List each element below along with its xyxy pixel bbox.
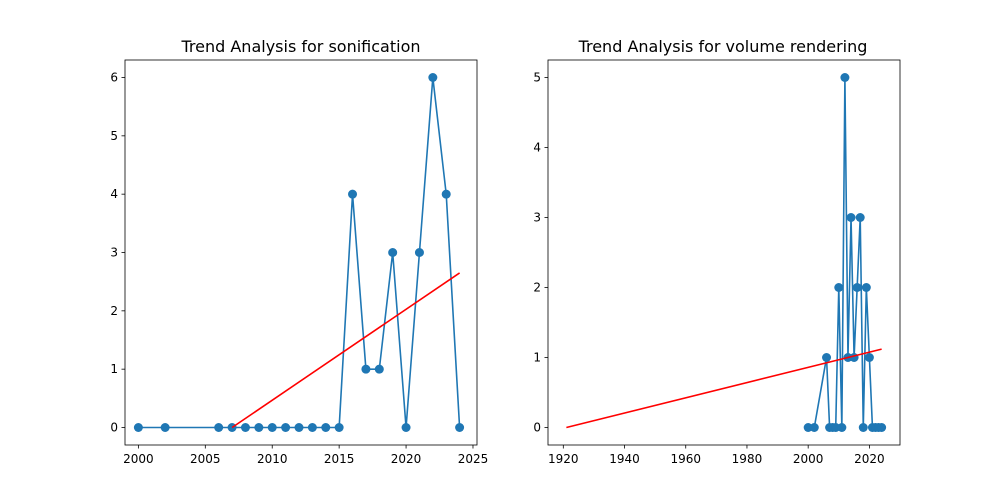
volume-rendering-x-tick-label: 2020 bbox=[854, 452, 885, 466]
sonification-data-point bbox=[401, 423, 411, 432]
sonification-x-tick-label: 2025 bbox=[458, 452, 489, 466]
sonification-data-point bbox=[388, 248, 398, 257]
volume-rendering-x-tick-label: 1920 bbox=[548, 452, 579, 466]
sonification-data-point bbox=[240, 423, 250, 432]
volume-rendering-data-point bbox=[861, 283, 871, 292]
volume-rendering-y-tick-label: 1 bbox=[533, 351, 541, 365]
sonification-data-point bbox=[455, 423, 465, 432]
sonification-data-point bbox=[281, 423, 291, 432]
sonification-y-tick-label: 4 bbox=[110, 187, 118, 201]
sonification-data-point bbox=[214, 423, 224, 432]
sonification-axes-frame bbox=[124, 59, 478, 446]
volume-rendering-data-point bbox=[837, 423, 847, 432]
volume-rendering-plot-area: 1920 1940 1960 1980 2000 2020 0 1 2 3 4 5 bbox=[533, 59, 901, 466]
sonification-trend-line bbox=[231, 272, 461, 429]
volume-rendering-data-point bbox=[852, 283, 862, 292]
sonification-data-point bbox=[334, 423, 344, 432]
sonification-y-tick-label: 5 bbox=[110, 129, 118, 143]
sonification-chart-title: Trend Analysis for sonification bbox=[180, 37, 420, 56]
volume-rendering-data-point bbox=[864, 353, 874, 362]
volume-rendering-axes-frame bbox=[547, 59, 901, 446]
sonification-x-tick-label: 2015 bbox=[324, 452, 355, 466]
volume-rendering-x-tick-label: 1980 bbox=[732, 452, 763, 466]
sonification-x-tick-label: 2010 bbox=[257, 452, 288, 466]
volume-rendering-data-point bbox=[858, 423, 868, 432]
sonification-x-tick-label: 2000 bbox=[123, 452, 154, 466]
volume-rendering-y-tick-label: 5 bbox=[533, 71, 541, 85]
sonification-data-point bbox=[428, 73, 438, 82]
sonification-data-point bbox=[414, 248, 424, 257]
sonification-y-tick-label: 0 bbox=[110, 421, 118, 435]
volume-rendering-chart-title: Trend Analysis for volume rendering bbox=[578, 37, 868, 56]
volume-rendering-data-point bbox=[840, 73, 850, 82]
sonification-y-tick-label: 1 bbox=[110, 362, 118, 376]
volume-rendering-data-point bbox=[822, 353, 832, 362]
volume-rendering-y-tick-label: 3 bbox=[533, 211, 541, 225]
volume-rendering-y-tick-label: 2 bbox=[533, 281, 541, 295]
volume-rendering-data-point bbox=[809, 423, 819, 432]
sonification-data-point bbox=[361, 364, 371, 374]
volume-rendering-data-point bbox=[877, 423, 887, 432]
sonification-panel: Trend Analysis for sonification 2000 2005… bbox=[110, 37, 488, 466]
volume-rendering-y-tick-label: 0 bbox=[533, 421, 541, 435]
sonification-data-point bbox=[307, 423, 317, 432]
sonification-y-tick-label: 2 bbox=[110, 304, 118, 318]
sonification-data-point bbox=[294, 423, 304, 432]
sonification-data-point bbox=[133, 423, 143, 432]
sonification-data-point bbox=[267, 423, 277, 432]
sonification-data-point bbox=[254, 423, 264, 432]
volume-rendering-x-tick-label: 2000 bbox=[793, 452, 824, 466]
sonification-y-tick-label: 6 bbox=[110, 71, 118, 85]
sonification-data-point bbox=[321, 423, 331, 432]
volume-rendering-data-point bbox=[855, 213, 865, 222]
sonification-plot-area: 2000 2005 2010 2015 2020 2025 0 1 2 3 4 5 6 bbox=[110, 59, 489, 466]
sonification-y-tick-label: 3 bbox=[110, 246, 118, 260]
volume-rendering-x-tick-label: 1960 bbox=[670, 452, 701, 466]
sonification-x-tick-label: 2005 bbox=[190, 452, 221, 466]
sonification-data-point bbox=[160, 423, 170, 432]
volume-rendering-data-point bbox=[846, 213, 856, 222]
volume-rendering-y-tick-label: 4 bbox=[533, 141, 541, 155]
sonification-x-tick-label: 2020 bbox=[391, 452, 422, 466]
volume-rendering-trend-line bbox=[566, 348, 882, 429]
sonification-data-point bbox=[374, 364, 384, 374]
volume-rendering-panel: Trend Analysis for volume rendering 1920… bbox=[533, 37, 901, 466]
sonification-data-point bbox=[441, 189, 451, 199]
volume-rendering-data-point bbox=[834, 283, 844, 292]
sonification-data-point bbox=[348, 189, 358, 199]
volume-rendering-x-tick-label: 1940 bbox=[609, 452, 640, 466]
